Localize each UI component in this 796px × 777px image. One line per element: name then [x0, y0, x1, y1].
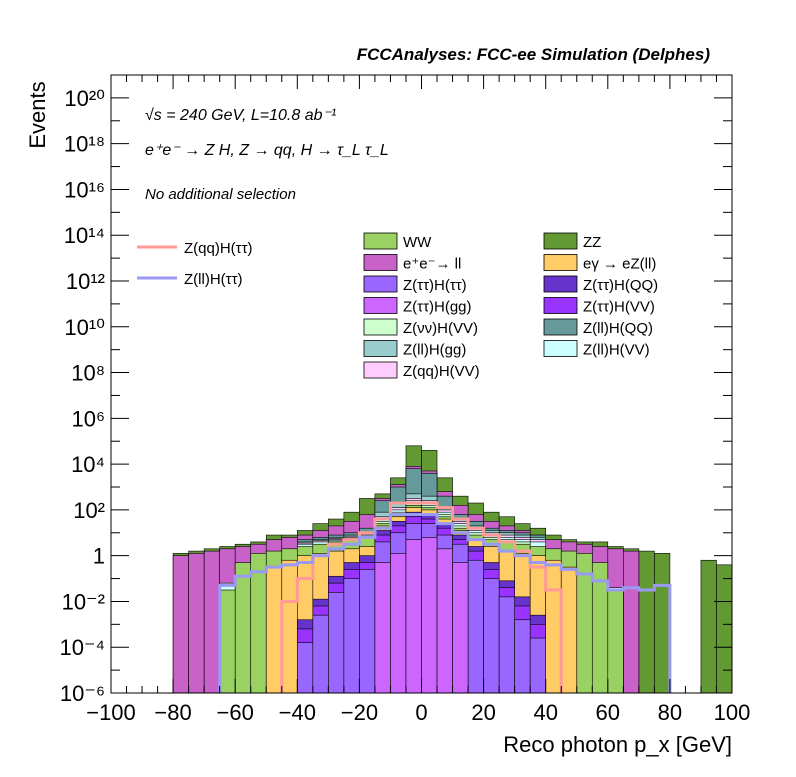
bar	[405, 539, 422, 694]
legend-signal-label: Z(qq)H(ττ)	[184, 240, 253, 257]
bar	[172, 555, 189, 694]
bar	[328, 591, 345, 694]
legend-swatch	[543, 297, 578, 314]
bar	[312, 614, 329, 694]
bar	[623, 550, 640, 694]
y-tick-label: 10²⁰	[64, 86, 105, 111]
y-tick-label: 10¹⁸	[64, 132, 105, 157]
x-tick-label: 0	[415, 700, 427, 725]
legend-label: Z(qq)H(VV)	[403, 363, 480, 380]
y-tick-label: 10¹²	[66, 269, 105, 294]
annotation-process: e⁺e⁻ → Z H, Z → qq, H → τ_L τ_L	[145, 142, 389, 159]
bar	[250, 553, 267, 694]
bar	[498, 596, 515, 694]
legend-swatch	[363, 340, 398, 357]
legend-swatch	[363, 232, 398, 250]
bar	[560, 566, 578, 694]
y-tick-label: 10⁶	[71, 406, 105, 431]
bar	[265, 566, 283, 694]
bar	[234, 562, 252, 694]
bar	[483, 578, 500, 694]
x-tick-label: −40	[279, 700, 316, 725]
y-tick-label: 10⁸	[71, 361, 105, 386]
bar	[452, 562, 469, 694]
x-tick-label: −60	[217, 700, 254, 725]
bar	[281, 559, 298, 694]
legend-swatch	[363, 254, 398, 271]
x-tick-label: 20	[471, 700, 495, 725]
bar	[654, 553, 671, 694]
bar	[343, 578, 360, 694]
annotation-selection: No additional selection	[145, 186, 296, 203]
y-tick-label: 10⁻⁴	[59, 635, 105, 660]
annotation-energy-lumi: √s = 240 GeV, L=10.8 ab⁻¹	[145, 107, 336, 124]
legend-label: Z(ττ)H(ττ)	[403, 277, 467, 294]
y-tick-label: 10⁻⁶	[60, 681, 105, 706]
bar	[700, 559, 717, 694]
legend-label: Z(νν)H(VV)	[403, 320, 478, 337]
x-tick-label: 100	[714, 700, 751, 725]
y-axis-label: Events	[25, 81, 50, 148]
legend-label: e⁺e⁻→ ll	[403, 256, 461, 273]
legend-swatch	[543, 340, 578, 357]
bar	[514, 619, 531, 694]
y-tick-label: 10⁻²	[62, 589, 105, 614]
legend-swatch	[543, 275, 578, 293]
bar	[359, 569, 376, 694]
bar	[374, 562, 391, 694]
bar	[436, 548, 453, 694]
y-tick-label: 10¹⁴	[64, 223, 105, 248]
y-tick-label: 10¹⁶	[64, 177, 105, 202]
y-tick-label: 10¹⁰	[64, 315, 105, 340]
legend-swatch	[543, 254, 578, 271]
bar	[607, 589, 624, 694]
bar	[529, 637, 546, 694]
legend-label: Z(ττ)H(QQ)	[583, 277, 658, 294]
x-tick-label: 60	[596, 700, 620, 725]
legend-label: Z(ττ)H(gg)	[403, 299, 472, 316]
bar	[296, 642, 314, 694]
legend-swatch	[363, 275, 398, 293]
legend-label: WW	[403, 234, 432, 251]
signal-line	[218, 512, 672, 693]
bar	[545, 559, 562, 694]
chart-title: FCCAnalyses: FCC-ee Simulation (Delphes)	[357, 45, 711, 64]
legend: Z(qq)H(ττ) Z(ll)H(ττ) WW ZZ e⁺e⁻→ ll eγ → eZ(…	[137, 232, 658, 380]
legend-swatch	[363, 361, 398, 379]
bar	[188, 553, 205, 694]
x-tick-label: −80	[154, 700, 191, 725]
x-tick-label: −20	[341, 700, 378, 725]
legend-signal-label: Z(ll)H(ττ)	[184, 271, 243, 288]
bar	[219, 589, 236, 694]
legend-label: ZZ	[583, 234, 601, 251]
legend-swatch	[543, 232, 578, 250]
x-tick-label: 80	[658, 700, 682, 725]
signal-lines	[218, 501, 672, 693]
legend-label: Z(ll)H(VV)	[583, 342, 650, 359]
bar	[716, 564, 733, 694]
legend-swatch	[363, 318, 398, 336]
x-tick-label: −100	[86, 700, 136, 725]
legend-label: eγ → eZ(ll)	[583, 256, 656, 273]
bar	[421, 537, 438, 694]
x-axis-label: Reco photon p_x [GeV]	[503, 732, 732, 757]
legend-label: Z(ll)H(gg)	[403, 342, 466, 359]
legend-swatch	[363, 297, 398, 314]
bar	[390, 553, 407, 694]
y-tick-label: 10⁴	[71, 452, 105, 477]
legend-label: Z(ττ)H(VV)	[583, 299, 655, 316]
axes: −100 −80 −60 −40 −20 0 20 40 60 80 100 10⁻⁶ 10⁻⁴ 10⁻²…	[59, 75, 750, 725]
histogram-stack	[172, 445, 733, 694]
bar	[638, 550, 655, 694]
bar	[467, 559, 484, 694]
y-tick-label: 1	[93, 544, 105, 569]
y-tick-label: 10²	[73, 498, 105, 523]
legend-swatch	[543, 318, 578, 336]
x-tick-label: 40	[533, 700, 557, 725]
legend-label: Z(ll)H(QQ)	[583, 320, 653, 337]
bar	[203, 550, 220, 694]
